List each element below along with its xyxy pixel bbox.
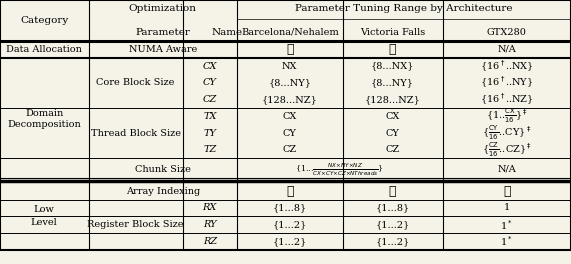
Text: {1...2}: {1...2} [375,237,410,246]
Text: CY: CY [283,129,297,138]
Text: N/A: N/A [497,165,516,174]
Text: {8...NY}: {8...NY} [371,78,414,87]
Text: {$\frac{\mathrm{CY}}{16}$..CY}$^\ddagger$: {$\frac{\mathrm{CY}}{16}$..CY}$^\ddagger… [482,124,532,142]
Text: Thread Block Size: Thread Block Size [91,129,180,138]
Text: {8...NX}: {8...NX} [371,62,415,70]
Text: {128...NZ}: {128...NZ} [262,95,317,104]
Text: ✓: ✓ [389,185,396,198]
Text: NX: NX [282,62,297,70]
Text: {16$^\dagger$..NX}: {16$^\dagger$..NX} [480,58,534,74]
Text: Data Allocation: Data Allocation [6,45,82,54]
Text: Array Indexing: Array Indexing [126,187,200,196]
Text: Optimization: Optimization [128,4,197,13]
Text: {1...2}: {1...2} [272,220,307,229]
Text: TZ: TZ [203,145,216,154]
Text: ✓: ✓ [503,185,510,198]
Text: N/A: N/A [497,45,516,54]
Text: CX: CX [385,112,400,121]
Text: {8...NY}: {8...NY} [268,78,311,87]
Text: RZ: RZ [203,237,217,246]
Text: {1...$\frac{NX{\times}NY{\times}NZ}{CX{\times}CY{\times}CZ{\times}NThreads}$}: {1...$\frac{NX{\times}NY{\times}NZ}{CX{\… [295,161,384,178]
Text: {1...2}: {1...2} [375,220,410,229]
Text: Domain: Domain [25,109,63,119]
Text: NUMA Aware: NUMA Aware [128,45,197,54]
Text: CZ: CZ [283,145,297,154]
Text: {1...2}: {1...2} [272,237,307,246]
Text: CZ: CZ [203,95,217,104]
Text: 1: 1 [504,204,510,213]
Text: Category: Category [20,16,69,25]
Text: {1...8}: {1...8} [376,204,409,213]
Text: RY: RY [203,220,216,229]
Text: Name: Name [212,27,243,36]
Text: Parameter Tuning Range by Architecture: Parameter Tuning Range by Architecture [295,4,513,13]
Text: RX: RX [203,204,217,213]
Text: TX: TX [203,112,216,121]
Text: 1$^*$: 1$^*$ [500,218,513,232]
Text: Victoria Falls: Victoria Falls [360,27,425,36]
Text: Chunk Size: Chunk Size [135,165,191,174]
Text: Level: Level [31,218,58,228]
Text: CY: CY [203,78,217,87]
Text: ✓: ✓ [286,185,293,198]
Text: Register Block Size: Register Block Size [87,220,184,229]
Text: Parameter: Parameter [135,27,190,36]
Text: Low: Low [34,205,55,214]
Text: CX: CX [203,62,217,70]
Text: {1...8}: {1...8} [273,204,307,213]
Text: CY: CY [385,129,400,138]
Text: {128...NZ}: {128...NZ} [365,95,420,104]
Text: {$\frac{\mathrm{CZ}}{16}$..CZ}$^\ddagger$: {$\frac{\mathrm{CZ}}{16}$..CZ}$^\ddagger… [482,141,532,159]
Text: {16$^\dagger$..NZ}: {16$^\dagger$..NZ} [480,92,533,107]
Text: {1..$\frac{\mathrm{CX}}{16}$}$^\ddagger$: {1..$\frac{\mathrm{CX}}{16}$}$^\ddagger$ [486,107,528,125]
Text: Barcelona/Nehalem: Barcelona/Nehalem [241,27,339,36]
Text: CX: CX [283,112,297,121]
Text: 1$^*$: 1$^*$ [500,235,513,248]
Text: CZ: CZ [385,145,400,154]
Text: Core Block Size: Core Block Size [96,78,175,87]
Text: TY: TY [203,129,216,138]
Text: {16$^\dagger$..NY}: {16$^\dagger$..NY} [480,75,533,91]
Text: ✓: ✓ [389,43,396,56]
Text: GTX280: GTX280 [487,27,526,36]
Text: ✓: ✓ [286,43,293,56]
Text: Decomposition: Decomposition [7,120,81,129]
